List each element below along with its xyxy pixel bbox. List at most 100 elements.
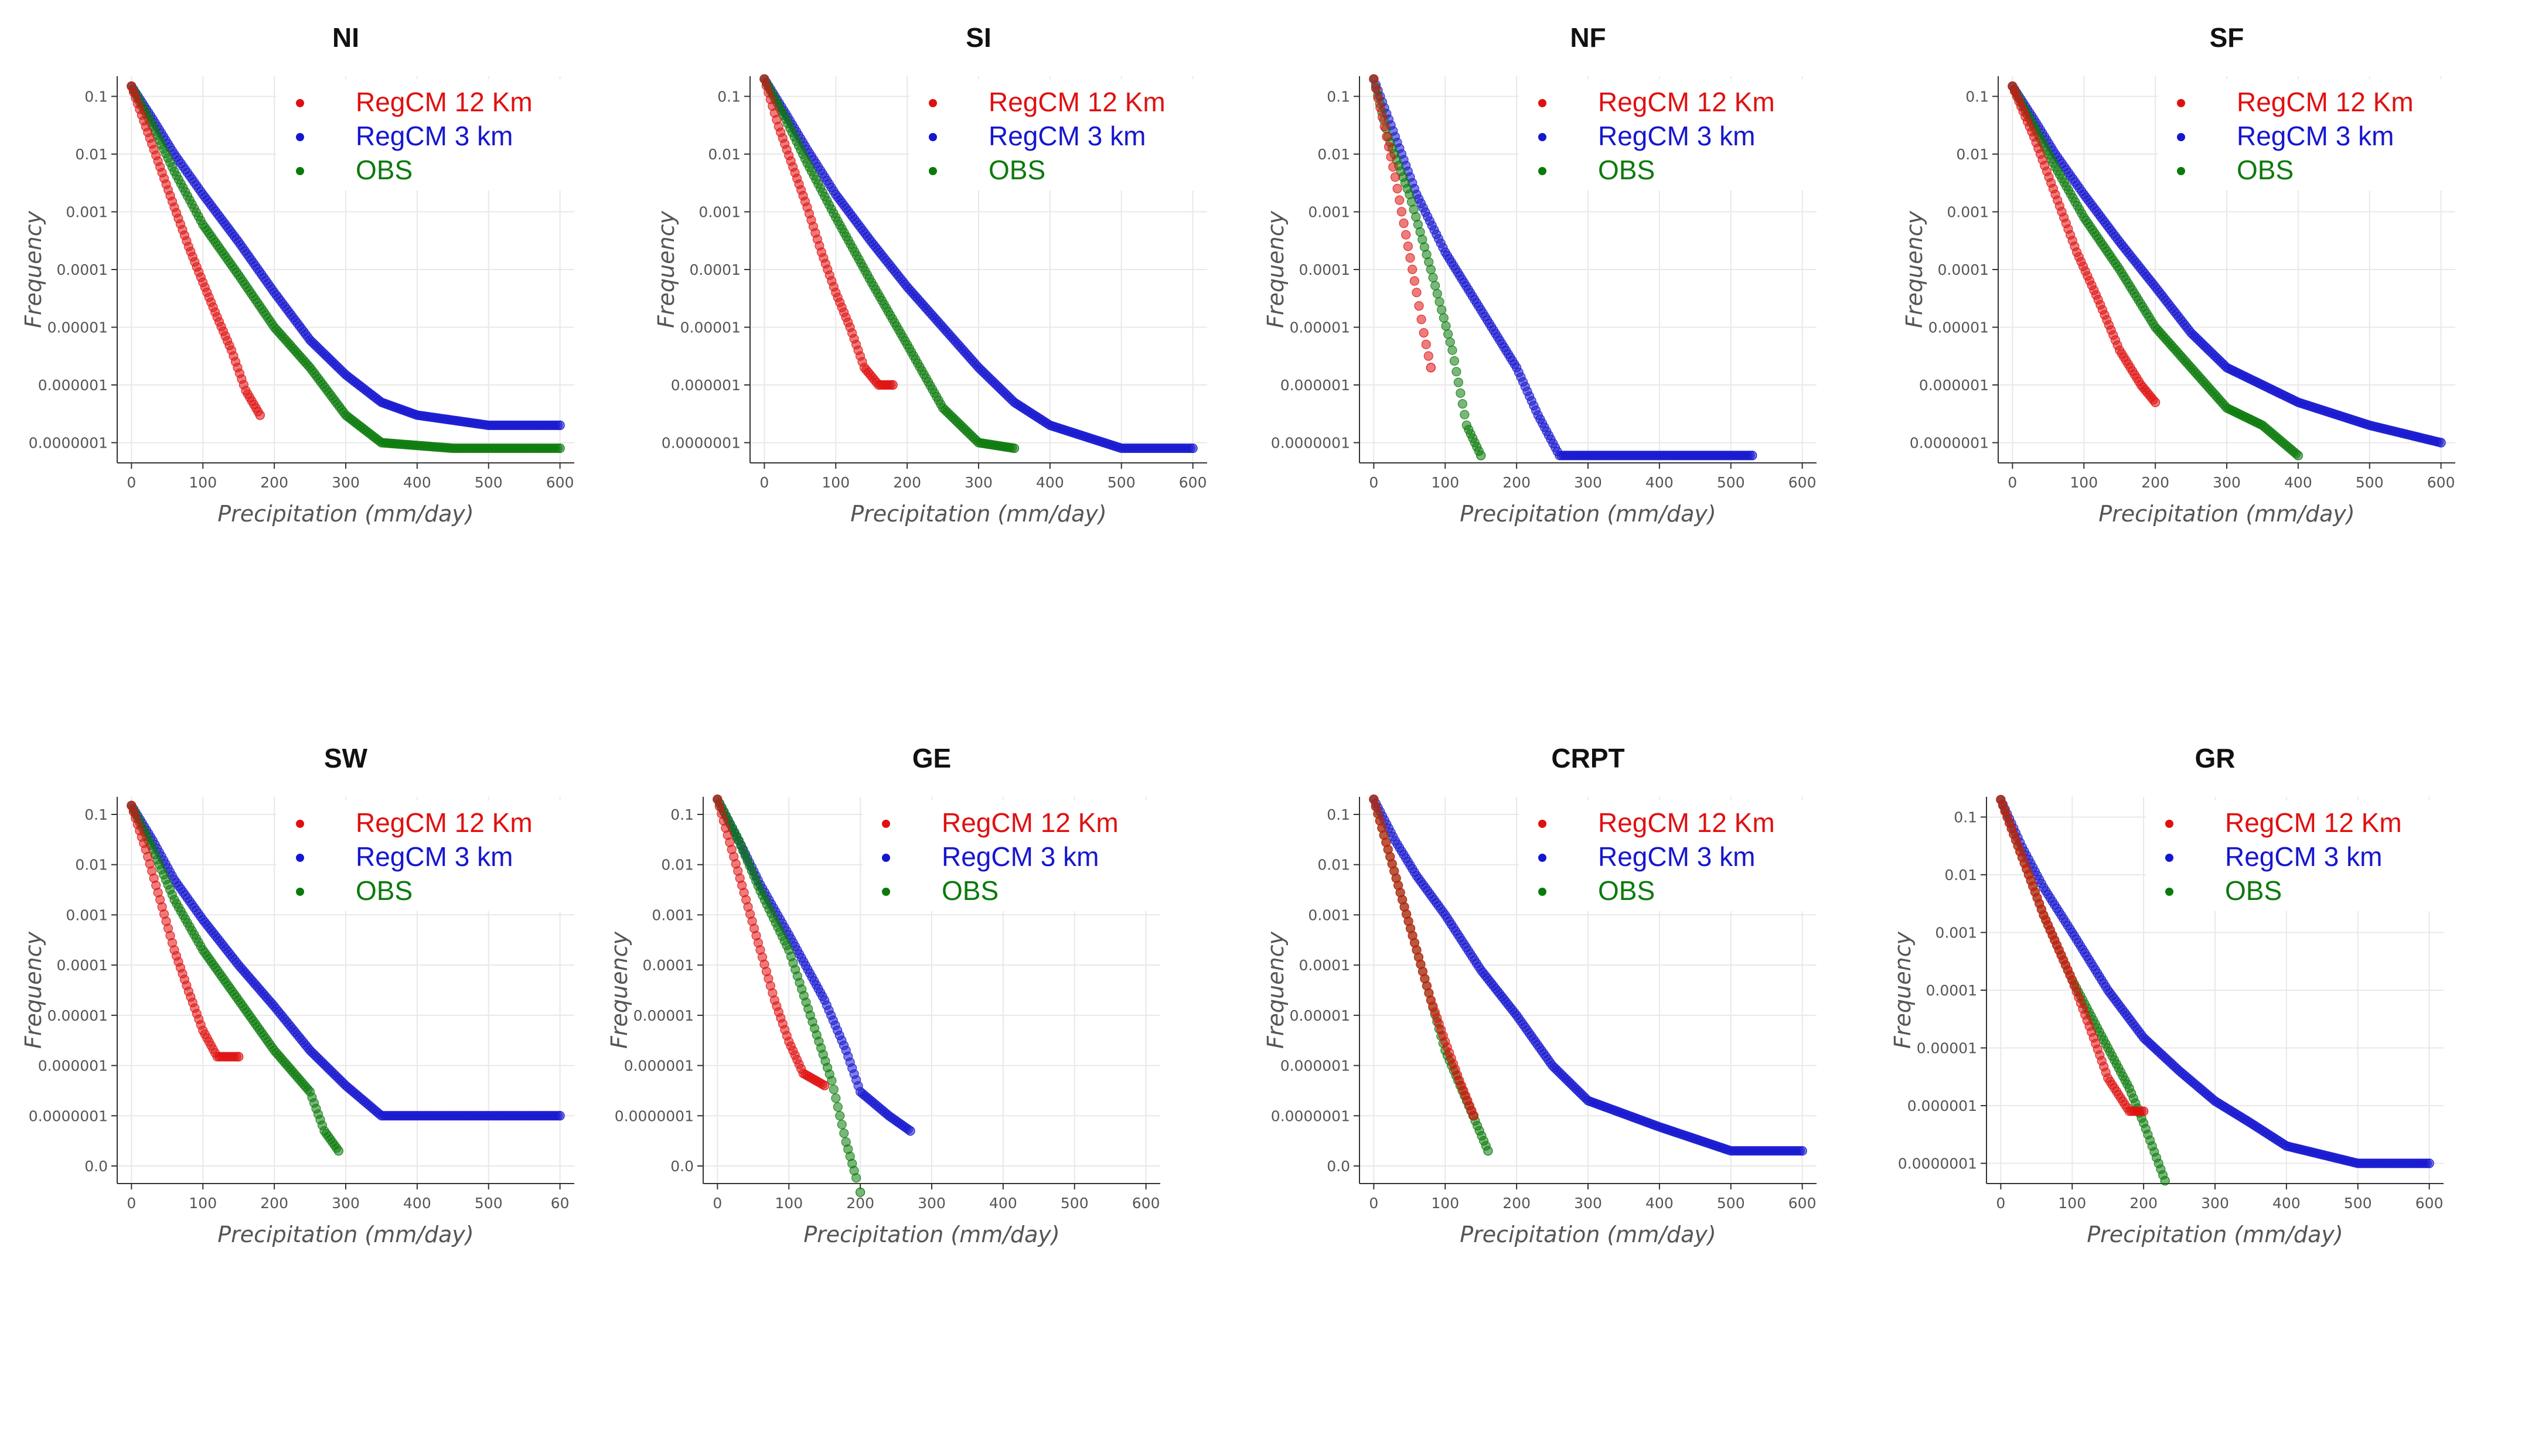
legend-marker	[296, 820, 304, 828]
x-tick-label: 600	[546, 474, 574, 491]
chart-panel-nf: 0 100 200 300 400 500 600 0.1 0.01 0.001 0.0001 0.0…	[1263, 22, 1824, 527]
series-regcm-12-km	[2008, 81, 2161, 407]
legend-label: RegCM 3 km	[2225, 841, 2382, 872]
x-tick-label: 300	[2201, 1195, 2229, 1212]
data-point	[2293, 451, 2303, 461]
data-point	[555, 420, 565, 430]
x-tick-label: 500	[1717, 1195, 1745, 1212]
data-point	[1369, 74, 1379, 84]
x-tick-label: 100	[1431, 1195, 1459, 1212]
x-tick-label: 0	[127, 474, 136, 491]
y-tick-label: 0.001	[1308, 906, 1350, 923]
chart-panel-sw: 0 100 200 300 400 500 600.10.010.0010.00010.00…	[21, 743, 581, 1247]
chart-title: SW	[324, 743, 368, 773]
y-tick-label: 0.0000001	[1271, 435, 1350, 452]
x-tick-label: 600	[1132, 1195, 1160, 1212]
data-point	[1009, 443, 1020, 453]
y-tick-label: 0.1	[84, 88, 108, 105]
legend-marker	[1538, 820, 1546, 828]
x-tick-label: 600	[1788, 474, 1817, 491]
data-point	[1797, 1146, 1807, 1156]
y-tick-label: 0.000001	[671, 377, 741, 394]
y-tick-label: 0.000001	[38, 1058, 108, 1075]
y-tick-label: 0.01	[1944, 867, 1977, 884]
data-point	[1445, 337, 1455, 347]
y-tick-label: 0.0000001	[29, 435, 108, 452]
x-tick-label: 400	[2272, 1195, 2301, 1212]
y-tick-label: 0.001	[652, 906, 694, 923]
legend-marker	[2177, 99, 2185, 107]
y-axis-label: Frequency	[21, 211, 46, 328]
data-point	[1451, 367, 1461, 377]
x-tick-label: 600	[1179, 474, 1207, 491]
x-tick-label: 0	[127, 1195, 136, 1212]
y-tick-label: 0.00001	[1928, 319, 1989, 336]
x-tick-label: 200	[1502, 474, 1531, 491]
x-tick-label: 600	[2427, 474, 2455, 491]
legend-label: RegCM 3 km	[2237, 121, 2394, 151]
data-point	[2139, 1106, 2149, 1116]
legend-marker	[296, 854, 304, 862]
data-point	[820, 1080, 830, 1090]
y-tick-label: 0.0001	[57, 957, 108, 974]
data-point	[1421, 339, 1431, 349]
y-tick-label: 0.0001	[1938, 261, 1989, 278]
x-tick-label: 0	[1996, 1195, 2005, 1212]
x-tick-label: 300	[965, 474, 993, 491]
chart-panel-ge: 0 100 200 300 400 500 600 0.1 0.01 0.001 0.0001 0.0…	[606, 743, 1167, 1247]
legend-marker	[296, 167, 304, 175]
chart-title: SI	[966, 22, 991, 53]
data-point	[837, 1120, 847, 1130]
legend-box	[2146, 800, 2451, 911]
data-point	[1439, 313, 1449, 323]
legend-label: OBS	[989, 155, 1045, 185]
y-tick-label: 0.1	[1327, 88, 1350, 105]
x-tick-label: 60	[551, 1195, 570, 1212]
chart-title: SF	[2210, 22, 2244, 53]
x-tick-label: 200	[1502, 1195, 1531, 1212]
y-tick-label: 0.00001	[633, 1007, 694, 1024]
data-point	[1384, 142, 1394, 152]
data-point	[2424, 1158, 2434, 1168]
data-point	[1401, 230, 1411, 240]
series-regcm-12-km	[1996, 795, 2149, 1116]
y-tick-label: 0.00001	[1290, 1007, 1350, 1024]
series-regcm-12-km	[759, 74, 898, 390]
x-tick-label: 100	[1431, 474, 1459, 491]
legend-marker	[929, 133, 937, 141]
legend-marker	[1538, 888, 1546, 896]
x-tick-label: 500	[1061, 1195, 1089, 1212]
y-axis-label: Frequency	[1890, 932, 1916, 1049]
y-tick-label: 0.01	[661, 857, 694, 874]
legend-label: RegCM 3 km	[356, 841, 513, 872]
data-point	[1388, 162, 1398, 172]
y-tick-label: 0.1	[1954, 809, 1977, 826]
x-tick-label: 300	[1574, 474, 1602, 491]
legend-marker	[296, 888, 304, 896]
data-point	[2436, 438, 2446, 448]
x-tick-label: 200	[260, 1195, 288, 1212]
x-axis-label: Precipitation (mm/day)	[217, 501, 473, 527]
y-tick-label: 0.1	[717, 88, 741, 105]
data-point	[829, 1085, 839, 1094]
data-point	[1403, 241, 1413, 251]
x-axis-label: Precipitation (mm/day)	[1460, 1222, 1716, 1247]
data-point	[255, 410, 265, 420]
x-tick-label: 300	[1574, 1195, 1602, 1212]
y-tick-label: 0.0000001	[662, 435, 741, 452]
x-axis-label: Precipitation (mm/day)	[217, 1222, 473, 1247]
data-point	[1188, 443, 1198, 453]
x-tick-label: 600	[2415, 1195, 2444, 1212]
y-tick-label: 0.01	[75, 857, 108, 874]
chart-title: NF	[1570, 22, 1606, 53]
data-point	[1447, 345, 1457, 355]
legend-label: RegCM 3 km	[1598, 841, 1755, 872]
y-axis-label: Frequency	[1263, 211, 1289, 328]
x-tick-label: 400	[1036, 474, 1064, 491]
y-tick-label: 0.000001	[1280, 1058, 1350, 1075]
data-point	[1443, 329, 1453, 339]
x-tick-label: 400	[403, 1195, 431, 1212]
